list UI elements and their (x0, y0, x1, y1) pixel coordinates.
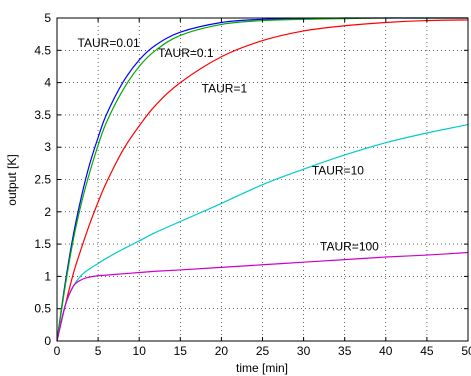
y-tick-label: 5 (44, 11, 51, 25)
x-tick-label: 0 (54, 344, 61, 358)
x-tick-label: 25 (256, 344, 270, 358)
series-line (56, 19, 469, 342)
y-tick-label: 2 (44, 205, 51, 219)
y-axis-title: output [K] (5, 154, 19, 205)
y-tick-label: 3 (44, 140, 51, 154)
x-tick-label: 10 (133, 344, 147, 358)
y-tick-label: 4 (44, 76, 51, 90)
series-line (56, 124, 469, 342)
x-tick-label: 20 (215, 344, 229, 358)
y-tick-label: 0 (44, 334, 51, 348)
curve-label: TAUR=1 (202, 81, 248, 95)
series-line (56, 17, 468, 342)
x-tick-label: 30 (297, 344, 311, 358)
x-tick-label: 50 (461, 344, 471, 358)
x-tick-label: 45 (420, 344, 434, 358)
y-tick-label: 4.5 (34, 43, 51, 57)
y-tick-label: 2.5 (34, 173, 51, 187)
x-axis-title: time [min] (236, 361, 288, 375)
curve-label: TAUR=100 (320, 240, 379, 254)
curve-labels: TAUR=0.01 TAUR=0.1 TAUR=1 TAUR=10 TAUR=100 (78, 36, 380, 253)
curve-label: TAUR=0.1 (158, 46, 214, 60)
series-line (56, 251, 469, 342)
x-tick-label: 35 (338, 344, 352, 358)
x-tick-label: 5 (95, 344, 102, 358)
grid-lines (57, 18, 468, 341)
y-tick-label: 1 (44, 269, 51, 283)
curve-label: TAUR=10 (312, 163, 364, 177)
axis-ticks: 0 5 10 15 20 25 30 35 40 45 50 0 0.5 1 1.5 2 2.5 3 3.5 4 4.5… (34, 11, 471, 358)
y-tick-label: 3.5 (34, 108, 51, 122)
y-tick-label: 1.5 (34, 237, 51, 251)
x-tick-label: 15 (174, 344, 188, 358)
y-tick-label: 0.5 (34, 302, 51, 316)
x-tick-label: 40 (379, 344, 393, 358)
curve-label: TAUR=0.01 (78, 36, 140, 50)
